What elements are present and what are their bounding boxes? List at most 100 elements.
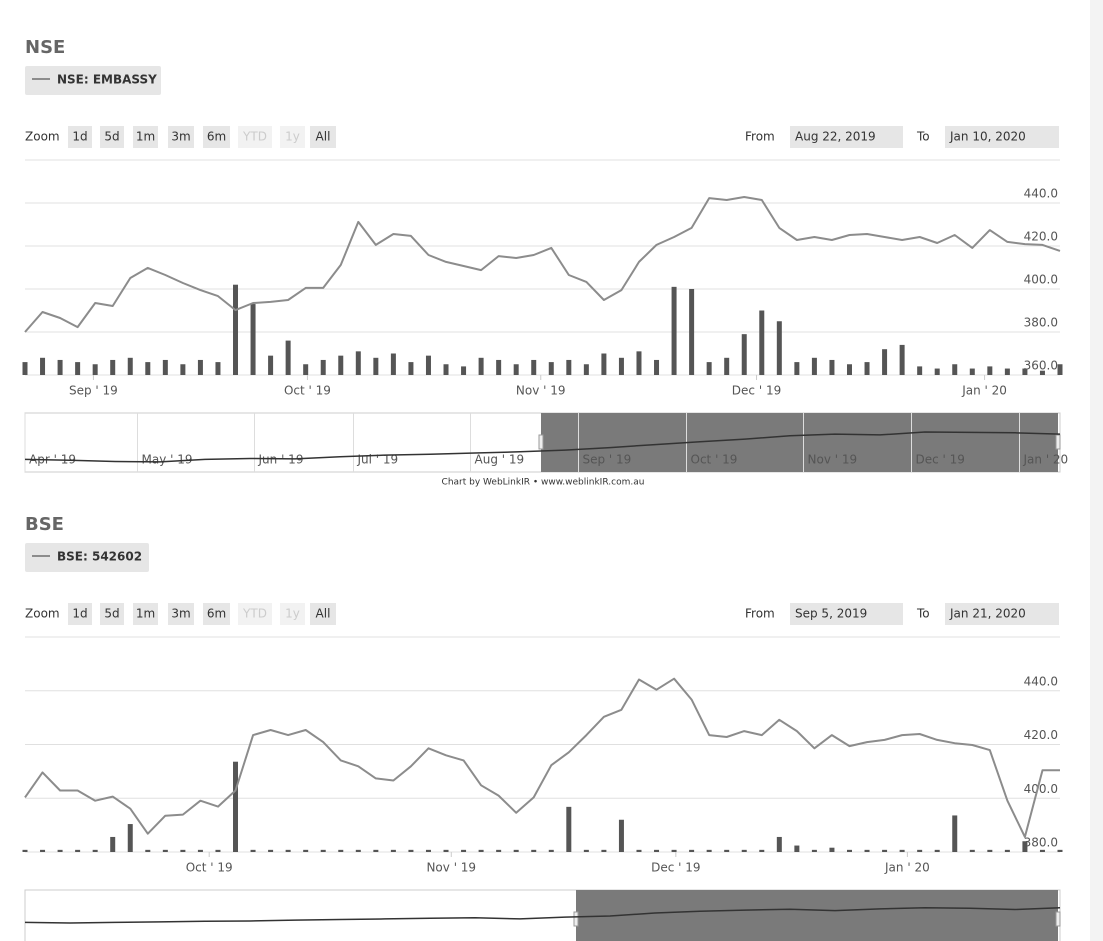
zoom-label: Zoom — [25, 607, 60, 621]
x-tick-label: Sep ' 19 — [69, 384, 118, 398]
zoom-button[interactable] — [168, 126, 194, 148]
volume-bar — [215, 362, 221, 375]
navigator-label: Jan ' 20 — [1023, 453, 1069, 467]
zoom-button[interactable] — [310, 603, 336, 625]
navigator-handle[interactable] — [538, 434, 544, 450]
y-tick-label: 380.0 — [1024, 836, 1058, 850]
x-tick-label: Dec ' 19 — [651, 861, 700, 875]
volume-bar — [373, 849, 379, 852]
zoom-button[interactable] — [100, 126, 124, 148]
legend-label[interactable]: NSE: EMBASSY — [57, 73, 157, 87]
x-tick-label: Oct ' 19 — [186, 861, 233, 875]
stock-chart: BSE BSE: 542602 Zoom 1d 5d 1m 3m 6m YTD 1y All From… — [22, 514, 1063, 941]
zoom-button[interactable] — [133, 126, 158, 148]
volume-bar — [864, 849, 870, 852]
navigator-label: Nov ' 19 — [808, 453, 858, 467]
volume-bar — [92, 364, 98, 375]
zoom-button[interactable] — [68, 603, 92, 625]
volume-bar — [601, 849, 607, 852]
volume-bar — [425, 849, 431, 852]
navigator-handle[interactable] — [573, 911, 579, 927]
from-date[interactable]: Aug 22, 2019 — [795, 130, 876, 144]
volume-bar — [75, 362, 81, 375]
zoom-button-label[interactable]: 1d — [72, 130, 87, 144]
volume-bar — [233, 284, 239, 375]
zoom-button-label[interactable]: All — [316, 130, 331, 144]
volume-bar — [706, 362, 712, 375]
volume-bar — [846, 364, 852, 375]
zoom-button[interactable] — [168, 603, 194, 625]
volume-bar — [75, 849, 81, 852]
y-tick-label: 420.0 — [1024, 230, 1058, 244]
volume-bar — [496, 849, 502, 852]
to-input[interactable] — [945, 126, 1059, 148]
to-date[interactable]: Jan 21, 2020 — [949, 607, 1026, 621]
to-label: To — [916, 607, 930, 621]
volume-bar — [1004, 849, 1010, 852]
navigator-selection[interactable] — [541, 413, 1058, 472]
zoom-button — [280, 603, 305, 625]
volume-bar — [899, 344, 905, 375]
legend-box[interactable] — [25, 66, 161, 95]
zoom-button[interactable] — [100, 603, 124, 625]
volume-bar — [934, 368, 940, 375]
volume-bar — [882, 849, 888, 852]
volume-bar — [110, 359, 116, 375]
from-date[interactable]: Sep 5, 2019 — [795, 607, 867, 621]
volume-bar — [303, 364, 309, 375]
zoom-button-label[interactable]: 5d — [104, 607, 119, 621]
from-input[interactable] — [790, 603, 903, 625]
zoom-button[interactable] — [68, 126, 92, 148]
zoom-button-label[interactable]: 1m — [136, 607, 155, 621]
zoom-button-label[interactable]: 6m — [207, 130, 226, 144]
volume-bar — [987, 366, 993, 375]
volume-bar — [689, 849, 695, 852]
volume-bar — [952, 364, 958, 375]
volume-bar — [654, 359, 660, 375]
volume-bar — [636, 351, 642, 375]
x-tick-label: Jan ' 20 — [884, 861, 930, 875]
zoom-button-label[interactable]: 5d — [104, 130, 119, 144]
zoom-button-label[interactable]: 1d — [72, 607, 87, 621]
volume-bar — [917, 366, 923, 375]
from-input[interactable] — [790, 126, 903, 148]
volume-bar — [250, 849, 256, 852]
volume-bar — [776, 321, 782, 375]
x-tick-label: Nov ' 19 — [516, 384, 566, 398]
volume-bar — [706, 849, 712, 852]
zoom-button[interactable] — [133, 603, 158, 625]
legend-label[interactable]: BSE: 542602 — [57, 550, 142, 564]
zoom-button[interactable] — [203, 603, 230, 625]
zoom-button-label[interactable]: All — [316, 607, 331, 621]
volume-bar — [390, 849, 396, 852]
volume-bar — [846, 849, 852, 852]
zoom-button-label[interactable]: 3m — [171, 607, 190, 621]
volume-bar — [443, 849, 449, 852]
volume-bar — [1022, 841, 1028, 852]
zoom-button-label: YTD — [242, 130, 267, 144]
legend-box[interactable] — [25, 543, 149, 572]
to-date[interactable]: Jan 10, 2020 — [949, 130, 1026, 144]
volume-bar — [127, 824, 133, 852]
navigator-handle[interactable] — [1055, 434, 1061, 450]
zoom-button-label[interactable]: 3m — [171, 130, 190, 144]
zoom-button-label[interactable]: 6m — [207, 607, 226, 621]
volume-bar — [741, 334, 747, 375]
zoom-button[interactable] — [310, 126, 336, 148]
volume-bar — [408, 362, 414, 375]
volume-bar — [162, 849, 168, 852]
volume-bar — [180, 364, 186, 375]
volume-bar — [40, 849, 46, 852]
volume-bar — [355, 849, 361, 852]
navigator-selection[interactable] — [576, 890, 1058, 941]
volume-bar — [1057, 364, 1063, 375]
zoom-button[interactable] — [203, 126, 230, 148]
to-input[interactable] — [945, 603, 1059, 625]
navigator-handle[interactable] — [1055, 911, 1061, 927]
volume-bar — [1022, 368, 1028, 375]
volume-bar — [1039, 370, 1045, 375]
volume-bar — [303, 849, 309, 852]
zoom-button-label[interactable]: 1m — [136, 130, 155, 144]
volume-bar — [496, 359, 502, 375]
stock-chart: NSE NSE: EMBASSY Zoom 1d 5d 1m 3m 6m YTD 1y All Fro… — [22, 37, 1069, 488]
